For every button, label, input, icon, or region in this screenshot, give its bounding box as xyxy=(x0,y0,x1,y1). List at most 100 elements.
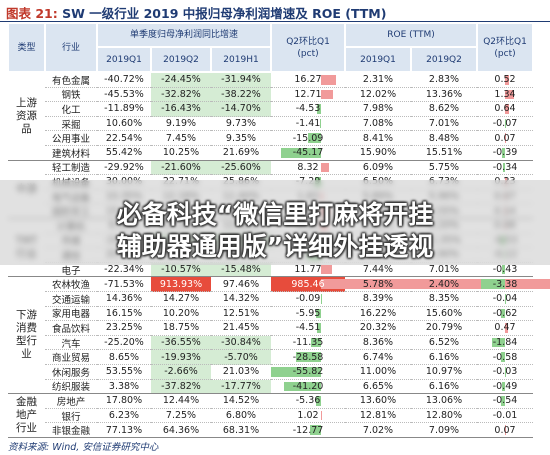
cell-value: -40.72% xyxy=(97,73,151,88)
negative-bar xyxy=(317,323,322,333)
negative-bar xyxy=(501,396,505,406)
cell-value: -15.48% xyxy=(211,262,271,278)
positive-bar xyxy=(321,75,336,85)
cell-value: 12.81% xyxy=(345,409,411,424)
cell-value: 20.79% xyxy=(411,321,477,336)
industry-name: 房地产 xyxy=(45,394,97,409)
bar-cell: -0.62 xyxy=(477,307,533,322)
cell-value: 8.41% xyxy=(345,131,411,146)
cell-value: -2.66% xyxy=(151,365,211,380)
cell-value: 7.08% xyxy=(345,117,411,132)
cell-value: 985.46 xyxy=(291,278,325,290)
cell-value: 9.35% xyxy=(211,131,271,146)
cell-value: 8.65% xyxy=(97,350,151,365)
cell-value: 2.40% xyxy=(411,277,477,292)
cell-value: 21.03% xyxy=(211,365,271,380)
industry-name: 休闲服务 xyxy=(45,365,97,380)
negative-bar xyxy=(492,337,505,348)
cell-value: -41.20 xyxy=(292,380,324,392)
bar-cell: -0.34 xyxy=(477,161,533,176)
cell-value: 77.13% xyxy=(97,423,151,438)
industry-name: 农林牧渔 xyxy=(45,277,97,292)
header-sub: 2019H1 xyxy=(211,47,271,72)
cell-value: -0.04 xyxy=(492,293,518,305)
source-note: 资料来源: Wind, 安信证券研究中心 xyxy=(8,442,159,453)
cell-value: 13.06% xyxy=(411,394,477,409)
negative-bar xyxy=(309,425,322,435)
cell-value: 11.00% xyxy=(345,365,411,380)
cell-value: 15.51% xyxy=(411,146,477,161)
bar-cell: -1.41 xyxy=(271,117,345,132)
cell-value: 8.39% xyxy=(345,292,411,307)
cell-value: 20.32% xyxy=(345,321,411,336)
cell-value: -31.94% xyxy=(211,73,271,88)
industry-name: 商业贸易 xyxy=(45,350,97,365)
industry-name: 交通运输 xyxy=(45,292,97,307)
cell-value: 55.42% xyxy=(97,146,151,161)
cell-value: 6.80% xyxy=(211,409,271,424)
cell-value: -30.84% xyxy=(211,335,271,351)
cell-value: -4.53 xyxy=(295,103,321,115)
bar-cell: 16.27 xyxy=(271,73,345,88)
cell-value: 15.60% xyxy=(411,307,477,322)
cell-value: -14.70% xyxy=(211,102,271,117)
cell-value: 14.27% xyxy=(151,292,211,307)
bar-cell: -11.35 xyxy=(271,336,345,351)
cell-value: -11.35 xyxy=(292,337,324,349)
cell-value: 12.51% xyxy=(211,307,271,322)
bar-cell: -15.09 xyxy=(271,131,345,146)
cell-value: 2.83% xyxy=(411,73,477,88)
industry-name: 轻工制造 xyxy=(45,161,97,176)
negative-bar xyxy=(502,162,505,173)
overlay-text: 辅助器通用版”详细外挂透视 xyxy=(116,232,434,261)
bar-cell: 0.07 xyxy=(477,423,533,438)
cell-value: -28.58 xyxy=(292,351,324,363)
negative-bar xyxy=(481,279,505,289)
bar-cell: 985.46 xyxy=(271,277,550,292)
overlay-text: 必备科技“微信里打麻将开挂 xyxy=(116,200,434,229)
bar-cell: 0.07 xyxy=(477,131,533,146)
header-group: 单季度归母净利润同比增速 xyxy=(97,23,271,47)
bar-cell: 1.34 xyxy=(477,88,533,103)
bar-cell: -41.20 xyxy=(271,380,345,395)
cell-value: 7.01% xyxy=(411,263,477,278)
cell-value: 97.46% xyxy=(211,277,271,292)
bar-cell: -45.17 xyxy=(271,146,345,161)
cell-value: -15.09 xyxy=(292,132,324,144)
industry-name: 化工 xyxy=(45,102,97,117)
cell-value: 18.75% xyxy=(151,321,211,336)
cell-value: -45.53% xyxy=(97,88,151,103)
cell-value: 7.01% xyxy=(411,117,477,132)
positive-bar xyxy=(321,162,329,173)
bar-cell: -0.09 xyxy=(271,292,345,307)
industry-name: 食品饮料 xyxy=(45,321,97,336)
industry-name: 银行 xyxy=(45,409,97,424)
header-sub: 2019Q2 xyxy=(411,47,477,72)
cell-value: 913.93% xyxy=(151,277,211,292)
cell-value: -29.92% xyxy=(97,161,151,176)
header-pct-line: Q2环比Q1 xyxy=(286,36,330,47)
header-industry: 行业 xyxy=(45,23,97,72)
positive-bar xyxy=(505,89,515,100)
cell-value: 14.32% xyxy=(211,292,271,307)
header-sub: 2019Q2 xyxy=(151,47,211,72)
bar-cell: -5.95 xyxy=(271,307,345,322)
cell-value: -21.60% xyxy=(151,160,211,176)
cell-value: 2.31% xyxy=(345,73,411,88)
cell-value: 9.19% xyxy=(151,117,211,132)
cell-value: 15.90% xyxy=(345,146,411,161)
cell-value: 6.23% xyxy=(97,409,151,424)
bar-cell: -0.58 xyxy=(477,350,533,365)
header-pct-line: (pct) xyxy=(297,48,319,59)
bar-cell: -0.07 xyxy=(477,117,533,132)
header-group: ROE (TTM) xyxy=(345,23,477,47)
industry-name: 家用电器 xyxy=(45,307,97,322)
cell-value: -0.09 xyxy=(295,293,321,305)
cell-value: -37.82% xyxy=(151,379,211,395)
bar-cell: -0.03 xyxy=(477,365,533,380)
negative-bar xyxy=(284,381,322,392)
group-label: 金融地产行业 xyxy=(8,394,45,438)
negative-bar xyxy=(295,352,322,362)
cell-value: -25.20% xyxy=(97,336,151,351)
